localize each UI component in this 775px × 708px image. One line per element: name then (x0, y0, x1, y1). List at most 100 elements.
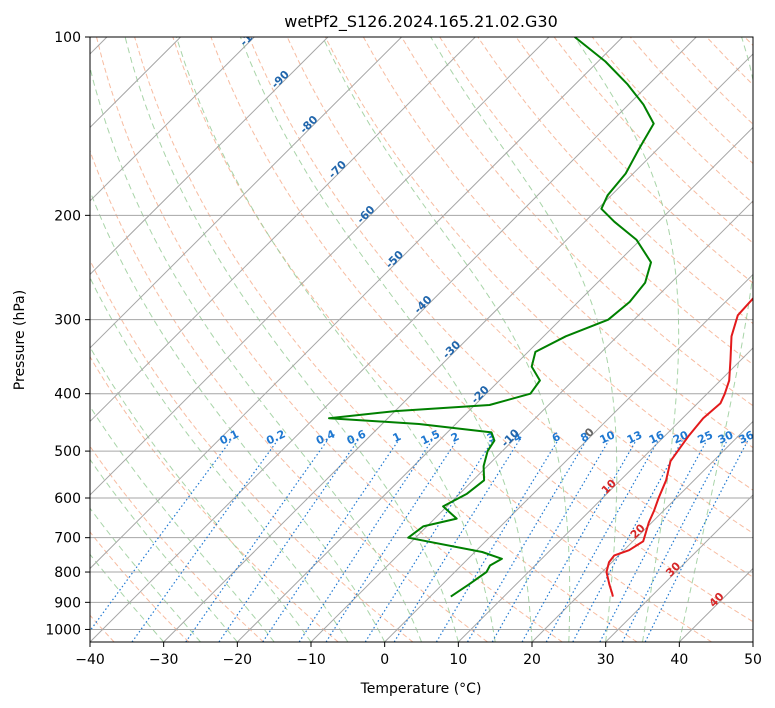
isotherm (752, 641, 753, 642)
moist-adiabat (90, 346, 312, 642)
isotherm-label: -10 (499, 426, 522, 449)
moist-adiabat (90, 65, 422, 642)
isotherm (90, 37, 697, 642)
y-tick-label: 900 (54, 595, 81, 611)
isotherm (90, 37, 476, 423)
x-tick-label: 20 (523, 652, 541, 668)
moist-adiabat (175, 37, 496, 642)
isotherm-label: -50 (383, 248, 406, 271)
isotherm-label: -60 (354, 203, 377, 226)
mixing-ratio-label: 0.6 (345, 427, 368, 447)
x-tick-label: −10 (296, 652, 326, 668)
isotherm-label: 40 (707, 590, 727, 610)
mixing-ratio-line (131, 440, 278, 642)
mixing-ratio-line (185, 440, 328, 642)
dry-adiabat (90, 259, 414, 642)
mixing-ratio-line (364, 440, 494, 642)
isotherm-label: -30 (440, 338, 463, 361)
isotherm (90, 37, 329, 276)
isotherm (605, 494, 753, 642)
x-axis-label: Temperature (°C) (360, 681, 482, 697)
moist-adiabat (574, 37, 680, 642)
x-tick-label: −20 (223, 652, 253, 668)
dry-adiabat (172, 37, 712, 642)
dry-adiabat (324, 37, 753, 491)
moist-adiabat (124, 37, 459, 642)
mixing-ratio-label: 13 (625, 428, 644, 446)
y-tick-label: 300 (54, 313, 81, 329)
moist-adiabat (90, 458, 238, 642)
isotherm (163, 53, 753, 642)
x-tick-label: 0 (380, 652, 389, 668)
mixing-ratio-line (466, 440, 587, 642)
y-tick-label: 800 (54, 565, 81, 581)
moist-adiabat (90, 189, 386, 642)
dry-adiabat (90, 531, 190, 642)
dry-adiabat (668, 37, 753, 125)
y-tick-label: 400 (54, 387, 81, 403)
y-tick-label: 600 (54, 491, 81, 507)
mixing-ratio-line (90, 440, 232, 632)
isotherm (310, 200, 753, 642)
y-axis: 100 200 300 400 500 600 700 800 900 1000 (45, 30, 90, 638)
mixing-ratio-line (393, 440, 520, 642)
dry-adiabat (553, 37, 753, 244)
series-group (328, 37, 753, 598)
isotherm (90, 37, 402, 349)
mixing-ratio-line (644, 440, 749, 642)
dry-adiabat (248, 37, 753, 578)
dry-adiabat (96, 37, 563, 642)
mixing-ratio-line (298, 440, 433, 642)
moist-adiabat (90, 553, 165, 642)
mixing-ratio-label: 20 (671, 428, 691, 446)
chart-title: wetPf2_S126.2024.165.21.02.G30 (284, 12, 558, 32)
isotherm (90, 37, 623, 570)
mixing-ratio-line (521, 440, 637, 642)
mixing-ratio-label: 0.4 (314, 427, 337, 447)
mixing-ratio-line (621, 440, 728, 642)
y-tick-label: 1000 (45, 622, 81, 638)
isotherm (457, 347, 753, 642)
dry-adiabat (515, 37, 753, 284)
x-tick-label: 50 (744, 652, 762, 668)
isotherm-label: 10 (599, 477, 619, 497)
dry-adiabat (90, 149, 488, 642)
isotherm (678, 567, 753, 642)
background-lines (90, 37, 753, 642)
dry-adiabat (210, 37, 753, 623)
y-tick-label: 500 (54, 444, 81, 460)
isotherm (384, 273, 753, 642)
isotherm-labels: 0.1 0.2 0.4 0.6 1 1.5 2 3 4 6 8 10 13 16 20 25 30 36-100-… (218, 20, 757, 610)
mixing-ratio-label: 1 (391, 430, 403, 445)
mixing-ratio-label: 1.5 (419, 427, 442, 447)
mixing-ratio-line (545, 440, 659, 642)
mixing-ratio-line (218, 440, 359, 642)
x-tick-label: 40 (670, 652, 688, 668)
mixing-ratio-line (262, 440, 399, 642)
dry-adiabat (90, 445, 264, 642)
dry-adiabat (134, 37, 638, 642)
dry-adiabat (401, 37, 753, 407)
y-tick-label: 200 (54, 208, 81, 224)
mixing-ratio-line (325, 440, 458, 642)
isotherm (531, 420, 753, 642)
plot-frame (89, 36, 754, 643)
mixing-ratio-label: 30 (716, 428, 736, 446)
dry-adiabat (744, 37, 753, 47)
mixing-ratio-label: 16 (647, 428, 667, 446)
mixing-ratio-line (435, 440, 559, 642)
dry-adiabat (706, 37, 753, 86)
moist-adiabat (678, 37, 753, 642)
y-axis-label: Pressure (hPa) (12, 290, 28, 390)
x-tick-label: −30 (149, 652, 179, 668)
isotherm-label: -70 (326, 158, 349, 181)
isotherm-label: -100 (237, 20, 266, 49)
dry-adiabat (439, 37, 753, 366)
isotherm-label: 30 (663, 559, 683, 579)
y-tick-label: 700 (54, 531, 81, 547)
moist-adiabat (322, 37, 571, 642)
mixing-ratio-label: 36 (737, 428, 757, 446)
x-axis: −40 −30 −20 −10 0 10 20 30 40 50 (75, 642, 762, 668)
dry-adiabat (90, 355, 339, 642)
